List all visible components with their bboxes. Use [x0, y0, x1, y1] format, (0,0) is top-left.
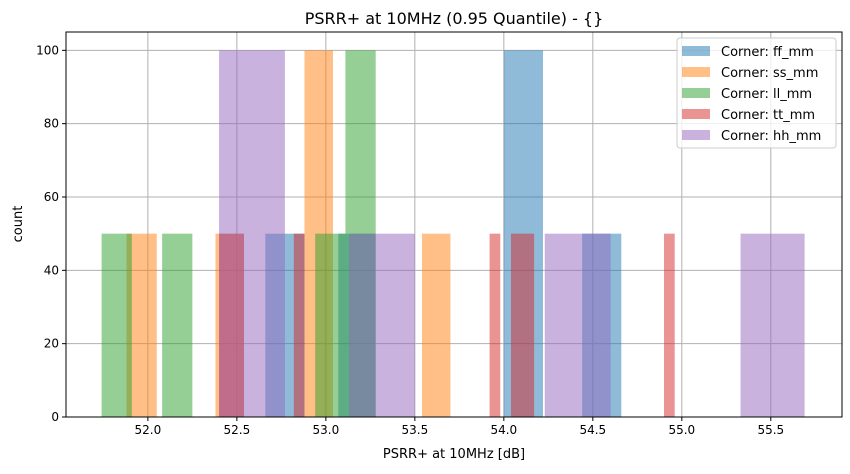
- legend-swatch: [682, 109, 710, 119]
- legend-label: Corner: hh_mm: [721, 129, 821, 144]
- x-tick-label: 53.5: [401, 423, 428, 437]
- legend-label: Corner: ss_mm: [721, 66, 818, 81]
- legend-label: Corner: ll_mm: [721, 87, 812, 102]
- legend: Corner: ff_mm Corner: ss_mm Corner: ll_mm C…: [676, 37, 837, 149]
- chart-title: PSRR+ at 10MHz (0.95 Quantile) - {}: [305, 9, 604, 28]
- bar-tt_mm: [664, 233, 675, 417]
- y-tick-label: 80: [44, 117, 59, 131]
- bar-ll_mm: [101, 233, 132, 417]
- plot-frame: [65, 31, 843, 418]
- bar-tt_mm: [293, 233, 305, 417]
- y-tick-label: 0: [51, 410, 59, 424]
- legend-swatch: [682, 67, 710, 77]
- y-tick-label: 20: [44, 337, 59, 351]
- bar-ll_mm: [162, 233, 193, 417]
- x-tick-label: 55.0: [668, 423, 695, 437]
- legend-swatch: [682, 130, 710, 140]
- bars: [101, 50, 805, 417]
- x-tick-label: 52.0: [135, 423, 162, 437]
- x-tick-label: 53.0: [312, 423, 339, 437]
- legend-box: [676, 37, 837, 149]
- bar-hh_mm: [348, 233, 415, 417]
- x-tick-label: 52.5: [224, 423, 251, 437]
- y-tick-label: 40: [44, 263, 59, 277]
- x-tick-label: 54.0: [490, 423, 517, 437]
- bar-ss_mm: [421, 233, 451, 417]
- x-axis-label: PSRR+ at 10MHz [dB]: [383, 447, 525, 462]
- y-axis-label: count: [11, 206, 26, 243]
- y-tick-label: 60: [44, 190, 59, 204]
- bar-tt_mm: [510, 233, 535, 417]
- x-tick-label: 55.5: [757, 423, 784, 437]
- legend-label: Corner: tt_mm: [721, 108, 815, 123]
- y-tick-label: 100: [36, 43, 59, 57]
- bar-hh_mm: [740, 233, 805, 417]
- legend-swatch: [682, 88, 710, 98]
- legend-label: Corner: ff_mm: [721, 45, 814, 60]
- bar-ll_mm: [315, 233, 346, 417]
- x-tick-label: 54.5: [579, 423, 606, 437]
- legend-swatch: [682, 46, 710, 56]
- bar-hh_mm: [219, 50, 285, 417]
- bar-hh_mm: [544, 233, 611, 417]
- y-axis-ticks: 0 20 40 60 80 100: [36, 43, 66, 424]
- bar-tt_mm: [489, 233, 501, 417]
- x-axis-ticks: 52.0 52.5 53.0 53.5 54.0 54.5 55.0 55.5: [135, 417, 784, 437]
